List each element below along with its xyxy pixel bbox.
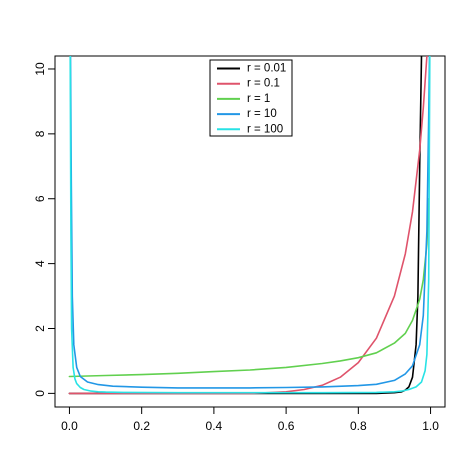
y-tick-label: 8 [33, 130, 47, 137]
legend-label: r = 0.1 [247, 78, 280, 90]
series-line-5 [69, 56, 431, 394]
y-tick-label: 0 [33, 390, 47, 397]
x-tick-label: 0.8 [350, 419, 367, 433]
y-tick-label: 2 [33, 325, 47, 332]
y-tick-label: 10 [33, 62, 47, 76]
x-tick-label: 1.0 [422, 419, 439, 433]
series-line-3 [68, 197, 430, 378]
x-tick-label: 0.2 [133, 419, 150, 433]
x-tick-label: 0.4 [206, 419, 223, 433]
x-axis: 0.0 0.2 0.4 0.6 0.8 1.0 [61, 406, 439, 433]
series-line-1 [68, 56, 423, 395]
legend-label: r = 10 [247, 108, 277, 120]
y-axis: 0 2 4 6 8 10 [33, 62, 56, 397]
x-tick-label: 0.6 [278, 419, 295, 433]
x-tick-label: 0.0 [61, 419, 78, 433]
legend-label: r = 1 [247, 93, 270, 105]
series-layer [68, 56, 431, 395]
legend-label: r = 0.01 [247, 63, 286, 75]
y-tick-label: 6 [33, 195, 47, 202]
series-line-4 [69, 56, 431, 389]
legend: r = 0.01 r = 0.1 r = 1 r = 10 r = 100 [209, 59, 293, 137]
y-tick-label: 4 [33, 260, 47, 267]
legend-label: r = 100 [247, 123, 283, 135]
